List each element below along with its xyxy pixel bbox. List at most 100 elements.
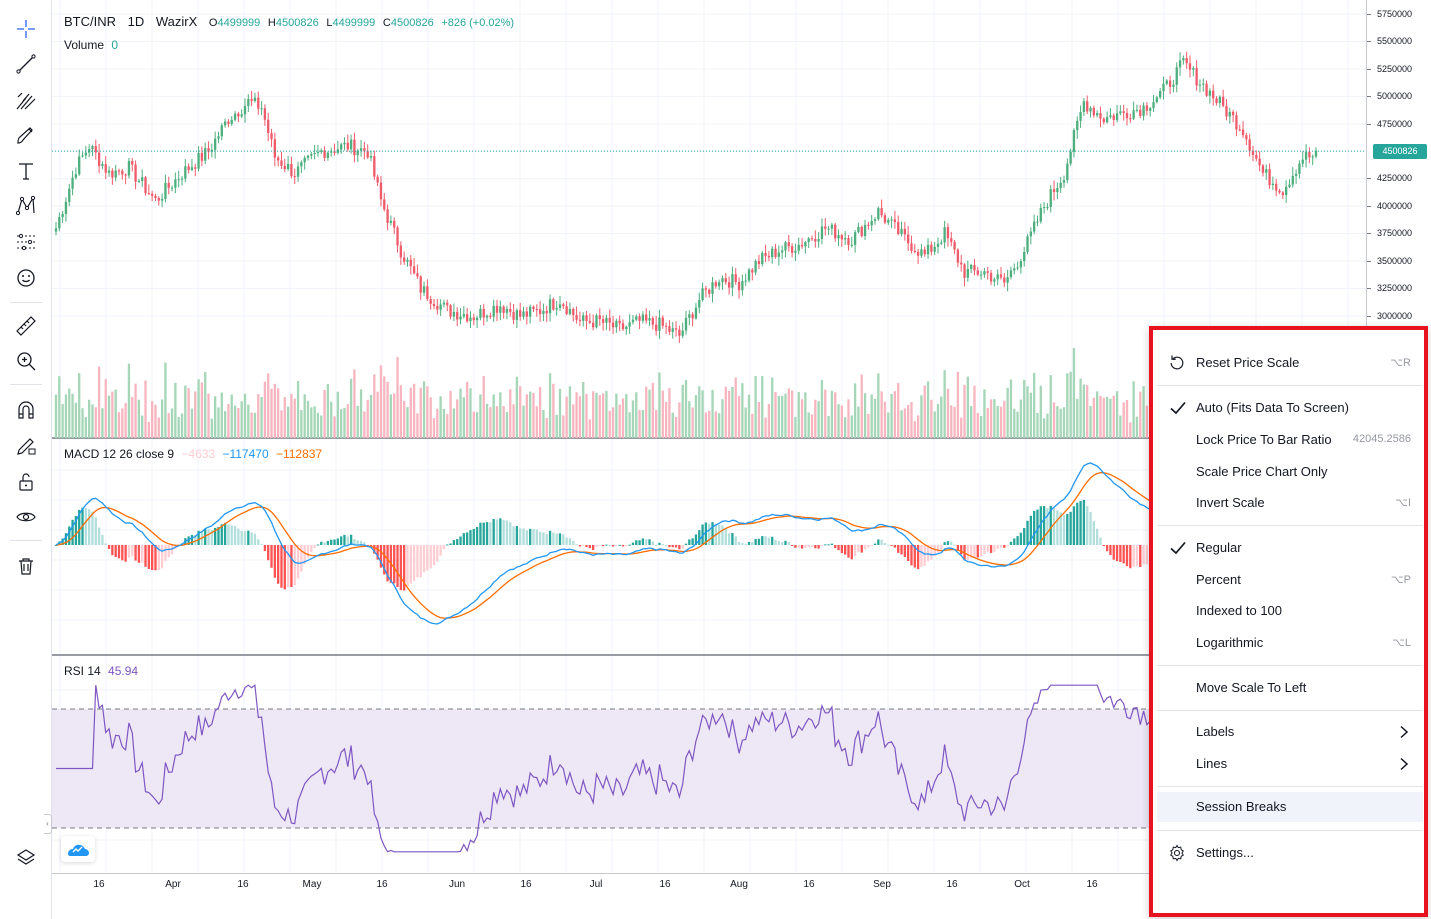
icon-tool-button[interactable] bbox=[8, 263, 44, 293]
macd-hist-bar bbox=[426, 545, 429, 571]
macd-hist-bar bbox=[834, 545, 837, 549]
macd-hist-bar bbox=[761, 536, 764, 545]
prediction-tool-button[interactable] bbox=[8, 227, 44, 257]
stay-in-drawing-button[interactable] bbox=[8, 431, 44, 461]
macd-legend[interactable]: MACD 12 26 close 9 −4633 −117470 −112837 bbox=[64, 447, 326, 461]
candle-body bbox=[1288, 184, 1291, 187]
macd-hist-bar bbox=[787, 542, 790, 545]
remove-drawings-button[interactable] bbox=[8, 551, 44, 581]
volume-bar bbox=[873, 398, 877, 438]
symbol-name[interactable]: BTC/INR bbox=[64, 14, 116, 29]
collapse-toolbar-handle[interactable]: ‹ bbox=[44, 814, 52, 834]
lock-drawings-button[interactable] bbox=[8, 467, 44, 497]
menu-item-invert-scale[interactable]: Invert Scale ⌥I bbox=[1153, 488, 1423, 518]
macd-hist-bar bbox=[253, 533, 257, 545]
menu-item-labels[interactable]: Labels bbox=[1153, 717, 1423, 747]
candle-body bbox=[68, 188, 71, 202]
volume-bar bbox=[300, 410, 303, 438]
interval-label[interactable]: 1D bbox=[127, 14, 145, 29]
candle-body bbox=[220, 125, 223, 137]
macd-hist-bar bbox=[379, 545, 383, 568]
macd-line bbox=[55, 462, 1317, 625]
macd-hist-bar bbox=[290, 545, 293, 587]
candle-body bbox=[522, 311, 525, 317]
macd-hist-bar bbox=[1036, 509, 1039, 545]
candle-body bbox=[1036, 221, 1039, 223]
candle-body bbox=[379, 182, 383, 200]
pattern-tool-button[interactable] bbox=[8, 191, 44, 221]
crosshair-tool-button[interactable] bbox=[8, 14, 44, 44]
macd-hist-bar bbox=[754, 539, 757, 545]
candle-body bbox=[943, 227, 946, 243]
tradingview-logo[interactable] bbox=[61, 836, 95, 862]
volume-bar bbox=[1046, 413, 1049, 438]
volume-bar bbox=[505, 412, 509, 438]
menu-item-ratio-value: 42045.2586 bbox=[1352, 433, 1411, 445]
macd-hist-bar bbox=[1129, 545, 1132, 569]
menu-item-lines[interactable]: Lines bbox=[1153, 749, 1423, 779]
menu-item-scale-price-chart-only[interactable]: Scale Price Chart Only bbox=[1153, 457, 1423, 487]
volume-bar bbox=[472, 411, 475, 438]
candle-body bbox=[320, 150, 323, 152]
volume-bar bbox=[273, 383, 277, 438]
menu-item-session-breaks[interactable]: Session Breaks bbox=[1157, 792, 1423, 822]
candle-body bbox=[78, 156, 81, 175]
menu-item-move-scale-to-left[interactable]: Move Scale To Left bbox=[1153, 673, 1423, 703]
rsi-title: RSI 14 bbox=[64, 664, 101, 678]
volume-bar bbox=[469, 388, 472, 438]
measure-tool-button[interactable] bbox=[8, 311, 44, 341]
volume-bar bbox=[877, 373, 880, 438]
menu-item-logarithmic[interactable]: Logarithmic ⌥L bbox=[1153, 628, 1423, 658]
volume-bar bbox=[363, 411, 366, 438]
candle-body bbox=[999, 274, 1003, 278]
volume-bar bbox=[572, 404, 575, 438]
candle-body bbox=[1212, 90, 1215, 99]
volume-bar bbox=[509, 389, 512, 438]
volume-bar bbox=[71, 393, 74, 438]
candle-body bbox=[207, 148, 210, 152]
candle-body bbox=[824, 226, 827, 229]
volume-bar bbox=[439, 396, 442, 438]
fib-tool-button[interactable] bbox=[8, 85, 44, 115]
candle-body bbox=[973, 264, 976, 271]
volume-bar bbox=[323, 389, 326, 438]
candle-body bbox=[638, 316, 641, 321]
menu-item-settings[interactable]: Settings... bbox=[1153, 838, 1423, 868]
text-tool-button[interactable] bbox=[8, 156, 44, 186]
menu-item-percent[interactable]: Percent ⌥P bbox=[1153, 565, 1423, 595]
volume-bar bbox=[399, 385, 403, 438]
macd-hist-bar bbox=[452, 540, 456, 545]
volume-bar bbox=[595, 392, 598, 438]
menu-item-reset-price-scale[interactable]: Reset Price Scale ⌥R bbox=[1153, 348, 1423, 378]
volume-bar bbox=[1056, 406, 1059, 438]
price-scale-context-menu: Reset Price Scale ⌥R Auto (Fits Data To … bbox=[1149, 326, 1428, 917]
menu-item-auto[interactable]: Auto (Fits Data To Screen) bbox=[1153, 393, 1423, 423]
macd-hist-bar bbox=[804, 545, 807, 549]
menu-item-regular[interactable]: Regular bbox=[1153, 533, 1423, 563]
menu-item-indexed-to-100[interactable]: Indexed to 100 bbox=[1153, 596, 1423, 626]
macd-hist-bar bbox=[393, 545, 396, 584]
zoom-tool-button[interactable] bbox=[8, 346, 44, 376]
candle-body bbox=[111, 170, 114, 178]
candle-body bbox=[452, 311, 456, 317]
brush-tool-button[interactable] bbox=[8, 120, 44, 150]
candle-body bbox=[462, 314, 466, 317]
volume-bar bbox=[1082, 384, 1086, 438]
candle-body bbox=[104, 164, 107, 173]
volume-bar bbox=[615, 393, 618, 438]
volume-bar bbox=[177, 416, 180, 438]
trend-line-tool-button[interactable] bbox=[8, 49, 44, 79]
volume-bar bbox=[1145, 405, 1149, 438]
macd-hist-bar bbox=[1122, 545, 1125, 564]
object-tree-button[interactable] bbox=[8, 843, 44, 873]
exchange-label[interactable]: WazirX bbox=[155, 14, 198, 29]
candle-body bbox=[1076, 120, 1079, 131]
candle-body bbox=[442, 302, 446, 305]
hide-drawings-button[interactable] bbox=[8, 502, 44, 532]
macd-hist-bar bbox=[800, 545, 804, 549]
rsi-legend[interactable]: RSI 14 45.94 bbox=[64, 664, 142, 678]
magnet-tool-button[interactable] bbox=[8, 395, 44, 425]
volume-legend[interactable]: Volume 0 bbox=[64, 38, 122, 52]
menu-item-lock-price-to-bar-ratio[interactable]: Lock Price To Bar Ratio 42045.2586 bbox=[1153, 425, 1423, 455]
candle-body bbox=[771, 248, 774, 258]
